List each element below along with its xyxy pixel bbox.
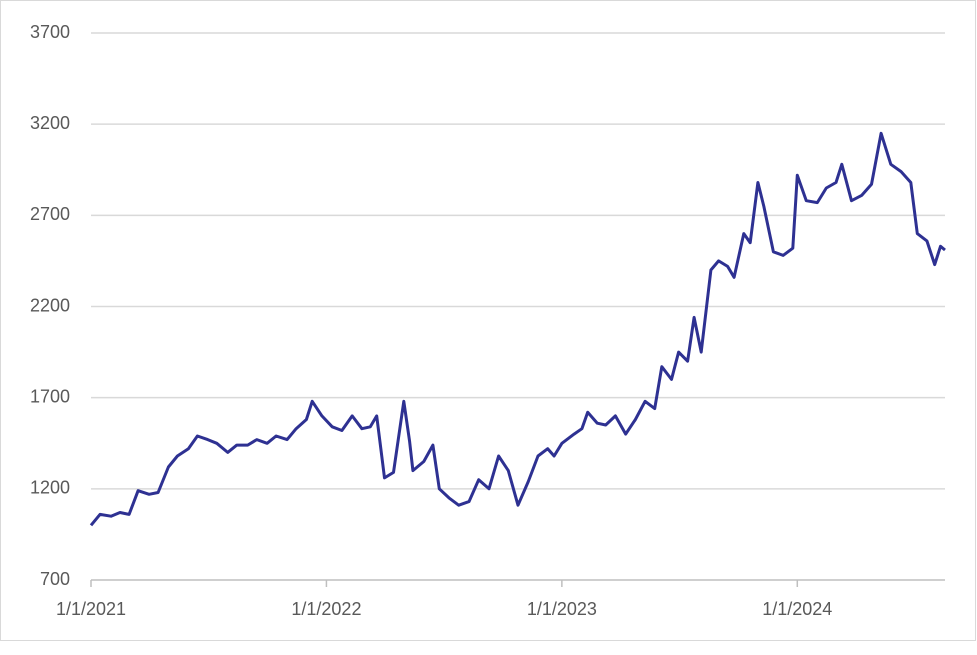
x-tick-label: 1/1/2024 — [762, 599, 832, 619]
y-tick-label: 3200 — [30, 113, 70, 133]
y-tick-label: 2200 — [30, 295, 70, 315]
series-line — [89, 131, 946, 527]
y-tick-label: 1200 — [30, 478, 70, 498]
x-tick-label: 1/1/2023 — [527, 599, 597, 619]
chart-frame — [0, 0, 976, 641]
y-tick-label: 2700 — [30, 204, 70, 224]
x-tick-label: 1/1/2021 — [56, 599, 126, 619]
x-tick-label: 1/1/2022 — [291, 599, 361, 619]
y-tick-label: 1700 — [30, 386, 70, 406]
y-tick-label: 3700 — [30, 22, 70, 42]
y-tick-label: 700 — [40, 569, 70, 589]
